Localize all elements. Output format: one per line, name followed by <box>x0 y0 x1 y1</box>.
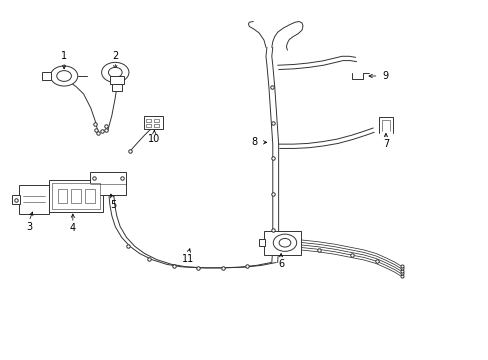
Text: 7: 7 <box>382 139 388 149</box>
Text: 10: 10 <box>148 134 160 144</box>
Bar <box>52 183 100 210</box>
Circle shape <box>279 238 290 247</box>
Bar <box>19 185 49 214</box>
Bar <box>154 119 159 122</box>
Text: 1: 1 <box>61 51 67 61</box>
Bar <box>146 119 151 122</box>
Text: 9: 9 <box>382 71 388 81</box>
Text: 3: 3 <box>26 222 32 231</box>
Bar <box>58 189 67 203</box>
Bar <box>110 76 124 84</box>
Bar <box>85 189 95 203</box>
Circle shape <box>108 67 122 77</box>
Bar <box>143 116 163 130</box>
Bar <box>112 84 122 91</box>
Circle shape <box>57 71 71 81</box>
Bar <box>71 189 81 203</box>
Text: 4: 4 <box>70 224 76 233</box>
Bar <box>49 180 103 212</box>
Bar <box>259 239 264 246</box>
Text: 11: 11 <box>182 254 194 264</box>
Text: 2: 2 <box>112 51 118 61</box>
Bar <box>264 230 300 255</box>
Circle shape <box>50 66 78 86</box>
Bar <box>154 124 159 127</box>
Bar <box>42 72 51 80</box>
Text: 5: 5 <box>109 200 116 210</box>
Bar <box>89 172 126 195</box>
Bar <box>12 195 20 204</box>
Bar <box>146 124 151 127</box>
Circle shape <box>273 234 296 251</box>
Circle shape <box>102 62 129 82</box>
Text: 8: 8 <box>251 138 257 147</box>
Text: 6: 6 <box>278 259 284 269</box>
